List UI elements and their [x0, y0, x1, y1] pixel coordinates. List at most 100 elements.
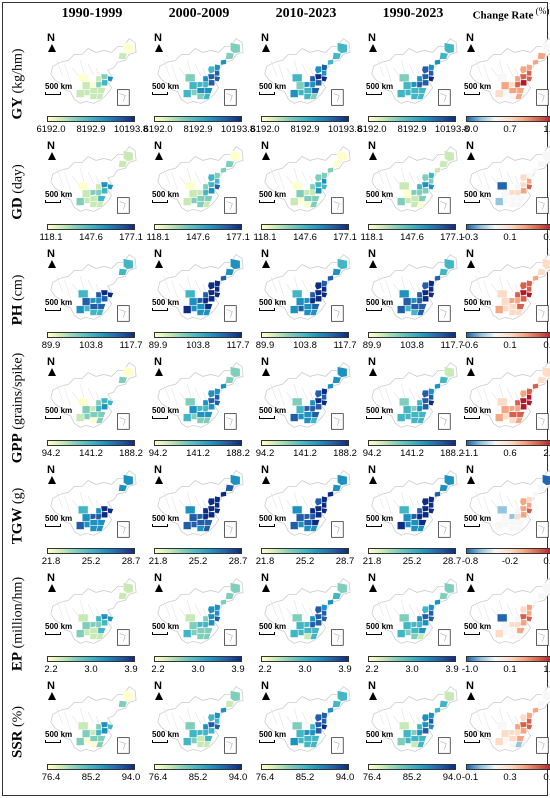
colorbar: [47, 764, 135, 770]
province-border: [87, 712, 95, 725]
inset-islands: [119, 741, 126, 750]
scale-label: 500 km: [259, 298, 287, 307]
map-panel: N 500 km 21.8 25.2 28.7: [256, 462, 355, 570]
province-region: [290, 521, 299, 530]
province-region: [410, 189, 418, 196]
province-region: [508, 303, 518, 310]
province-region: [202, 189, 210, 196]
colorbar-ticks: 118.1 147.6 177.1: [253, 232, 356, 244]
province-region: [416, 507, 424, 515]
scale-label: 500 km: [366, 82, 394, 91]
province-border: [64, 388, 71, 406]
province-region: [220, 490, 227, 498]
province-region: [309, 513, 317, 520]
province-region: [526, 399, 533, 407]
colorbar: [154, 116, 242, 122]
province-border: [408, 388, 416, 401]
province-region: [410, 513, 418, 520]
inset-islands: [226, 525, 233, 534]
province-region: [439, 592, 449, 600]
province-region: [321, 717, 327, 725]
scale-label: 500 km: [259, 730, 287, 739]
province-region: [309, 723, 317, 731]
north-arrow-icon: [48, 476, 56, 484]
scale-bar: [45, 416, 61, 419]
colorbar: [466, 548, 550, 554]
row-label-abbr: GY: [9, 97, 26, 120]
north-arrow-icon: [262, 584, 270, 592]
north-arrow-label: N: [368, 464, 376, 476]
province-region: [202, 93, 212, 100]
province-border: [393, 499, 400, 509]
province-region: [196, 513, 204, 520]
province-region: [314, 181, 322, 189]
province-border: [491, 715, 498, 725]
province-border: [270, 384, 277, 401]
colorbar-tick-label: 3.9: [124, 664, 138, 675]
province-region: [500, 729, 510, 738]
inset-islands: [119, 525, 126, 534]
province-region: [526, 507, 533, 515]
province-region: [202, 297, 210, 304]
province-region: [309, 399, 317, 407]
province-region: [190, 89, 198, 96]
province-border: [393, 175, 400, 185]
province-region: [397, 737, 406, 746]
map-panel: N 500 km -1.0 0.1 1.2: [462, 570, 550, 678]
province-border: [72, 391, 79, 401]
province-region: [434, 274, 441, 282]
province-region: [439, 160, 449, 168]
province-region: [95, 507, 103, 515]
province-region: [416, 297, 424, 304]
colorbar-tick-label: 188.2: [226, 448, 250, 459]
colorbar-tick-label: 103.8: [186, 340, 210, 351]
row-label-unit: (day): [10, 164, 26, 198]
province-region: [303, 189, 311, 196]
north-arrow-label: N: [368, 248, 376, 260]
colorbar-tick-label: 89.9: [41, 340, 61, 351]
province-border: [491, 67, 498, 77]
inset-islands: [538, 309, 545, 318]
north-arrow-label: N: [47, 572, 55, 584]
province-region: [416, 417, 426, 424]
colorbar-tick-label: 117.7: [440, 340, 464, 351]
province-border: [385, 64, 392, 82]
province-region: [416, 309, 426, 316]
map-panel: N 500 km -0.0 0.7 1.4: [462, 30, 550, 138]
province-region: [416, 93, 426, 100]
province-region: [183, 737, 192, 746]
province-region: [519, 605, 527, 615]
province-region: [526, 615, 533, 623]
province-region: [303, 411, 313, 418]
inset-islands: [538, 201, 545, 210]
province-region: [118, 268, 128, 276]
inset-islands: [538, 525, 545, 534]
scale-bar: [366, 308, 382, 311]
north-arrow-label: N: [261, 32, 269, 44]
country-outline: [157, 578, 244, 644]
colorbar-tick-label: 89.9: [362, 340, 382, 351]
inset-islands: [440, 309, 447, 318]
colorbar-tick-label: 141.2: [79, 448, 103, 459]
province-border: [194, 172, 202, 185]
province-region: [225, 592, 235, 600]
province-border: [270, 60, 277, 77]
colorbar-ticks: 94.2 141.2 188.2: [363, 448, 464, 460]
province-region: [314, 397, 322, 405]
province-border: [286, 175, 293, 185]
row-label-unit: (million/hm): [10, 576, 26, 652]
province-border: [506, 388, 514, 401]
province-region: [508, 81, 516, 88]
colorbar-ticks: 21.8 25.2 28.7: [149, 556, 248, 568]
province-region: [327, 598, 334, 606]
colorbar-ticks: -0.6 0.1 0.7: [462, 340, 550, 352]
colorbar-ticks: 118.1 147.6 177.1: [146, 232, 249, 244]
china-map: [371, 578, 458, 646]
province-region: [514, 297, 522, 304]
province-region: [321, 177, 327, 185]
map-panel: N 500 km 6192.0 8192.9 10193.8: [250, 30, 362, 138]
scale-bar: [259, 200, 275, 203]
scale-bar: [45, 92, 61, 95]
province-border: [64, 604, 71, 622]
province-region: [497, 721, 508, 731]
